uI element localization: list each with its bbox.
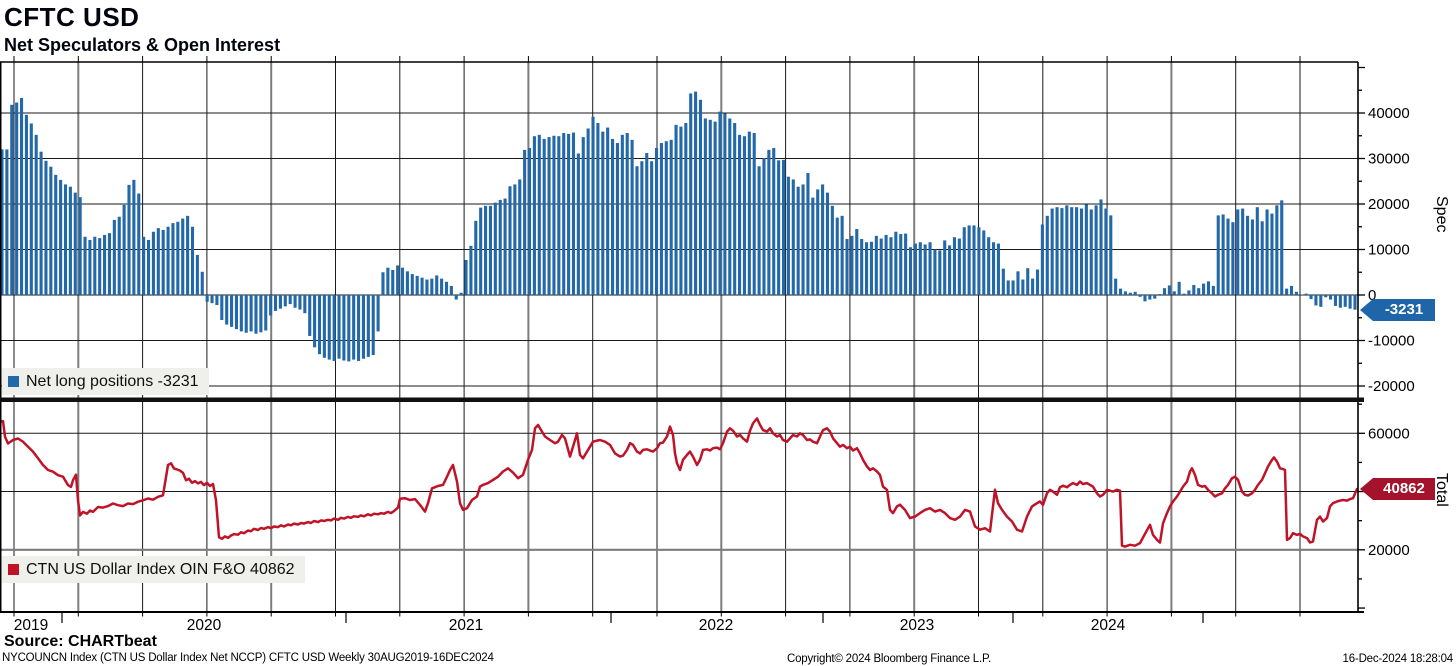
spec-axis-title: Spec [1433,196,1450,233]
legend-net-long-positions: Net long positions -3231 [2,368,209,395]
year-label-2020: 2020 [187,617,222,634]
legend-open-interest-label: CTN US Dollar Index OIN F&O 40862 [26,560,295,578]
year-label-2021: 2021 [449,617,483,634]
spec-tick-label--20000: -20000 [1368,378,1415,395]
year-label-2022: 2022 [699,617,733,634]
page-subtitle: Net Speculators & Open Interest [4,35,281,55]
spec-tick-label-20000: 20000 [1368,196,1410,213]
spec-tick-label-30000: 30000 [1368,151,1410,168]
legend-open-interest: CTN US Dollar Index OIN F&O 40862 [2,556,305,583]
page-title: CFTC USD [4,2,140,32]
spec-tick-label-0: 0 [1368,287,1376,304]
spec-tick-label-10000: 10000 [1368,242,1410,259]
blue-square-icon [8,376,19,387]
total-tick-label-20000: 20000 [1368,542,1410,559]
timestamp: 16-Dec-2024 18:28:04 [1342,653,1454,665]
year-label-2024: 2024 [1091,617,1126,634]
spec-last-value-badge: -3231 [1360,299,1435,321]
total-last-value-badge: 40862 [1360,478,1435,500]
copyright-line: Copyright© 2024 Bloomberg Finance L.P. [787,653,991,665]
ticker-info-line: NYCOUNCN Index (CTN US Dollar Index Net … [2,652,494,664]
red-square-icon [8,564,19,575]
legend-net-long-label: Net long positions -3231 [26,372,199,390]
year-label-2019: 2019 [14,617,48,634]
year-label-2023: 2023 [900,617,934,634]
source-line: Source: CHARTbeat [4,633,157,650]
total-axis-title: Total [1433,473,1450,507]
spec-tick-label--10000: -10000 [1368,333,1415,350]
spec-tick-label-40000: 40000 [1368,105,1410,122]
total-tick-label-60000: 60000 [1368,425,1410,442]
